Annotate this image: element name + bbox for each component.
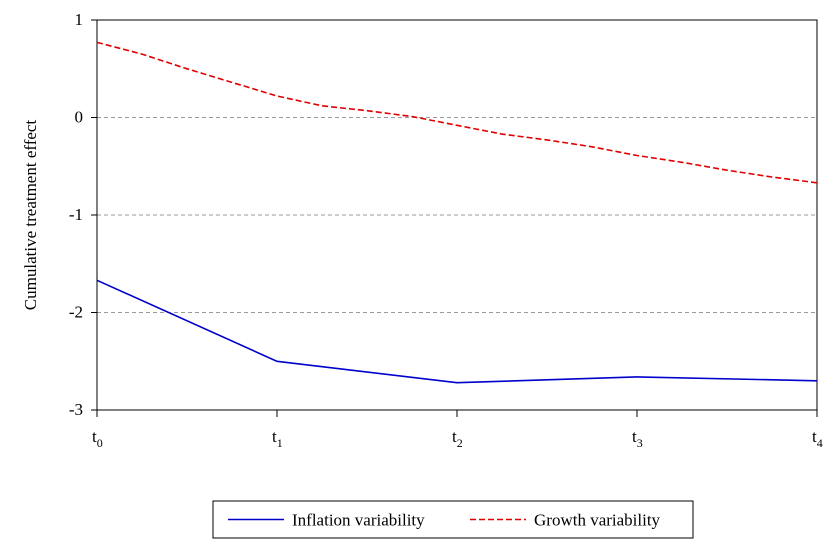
gridlines <box>97 117 817 313</box>
legend-label: Growth variability <box>534 511 661 530</box>
x-tick-label: t0 <box>92 427 103 450</box>
y-tick-label: 0 <box>75 108 84 127</box>
x-tick-label: t1 <box>272 427 283 450</box>
x-tick-label: t2 <box>452 427 463 450</box>
series-line-inflation-variability <box>96 279 818 384</box>
y-axis: 1 0 -1 -2 -3 <box>69 10 97 419</box>
y-tick-label: -2 <box>69 303 83 322</box>
x-axis: t0 t1 t2 t3 t4 <box>92 410 823 450</box>
y-tick-label: -1 <box>69 205 83 224</box>
y-axis-label: Cumulative treatment effect <box>21 120 40 311</box>
y-tick-label: -3 <box>69 400 83 419</box>
series-lines <box>96 41 818 384</box>
x-tick-label: t4 <box>812 427 823 450</box>
legend-label: Inflation variability <box>292 511 425 530</box>
legend: Inflation variability Growth variability <box>212 500 694 539</box>
legend-box <box>212 500 694 539</box>
y-tick-label: 1 <box>75 10 84 29</box>
series-line-growth-variability <box>96 41 818 184</box>
x-tick-label: t3 <box>632 427 643 450</box>
